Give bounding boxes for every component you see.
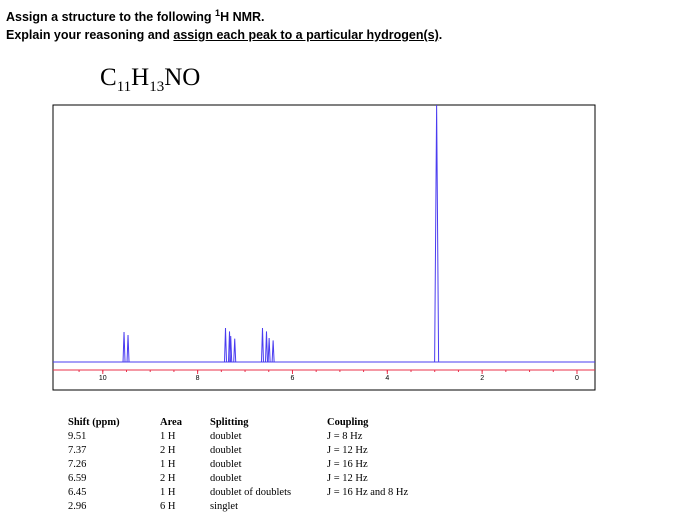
- column-header: Area: [160, 417, 182, 428]
- peak: [267, 337, 275, 363]
- table-cell: 2.96: [68, 501, 87, 512]
- table-cell: 7.37: [68, 445, 87, 456]
- table-cell: J = 16 Hz: [327, 459, 368, 470]
- table-cell: J = 16 Hz and 8 Hz: [327, 487, 409, 498]
- table-cell: doublet of doublets: [210, 487, 292, 498]
- tick-label: 0: [575, 375, 579, 382]
- peak: [260, 327, 268, 363]
- table-cell: 1 H: [160, 459, 176, 470]
- text: .: [438, 28, 443, 42]
- element: H: [131, 64, 150, 91]
- text: Explain your reasoning and: [6, 28, 174, 42]
- table-cell: 1 H: [160, 431, 176, 442]
- subscript: 11: [116, 79, 132, 95]
- table-cell: 2 H: [160, 473, 176, 484]
- table-cell: doublet: [210, 459, 242, 470]
- table-cell: 9.51: [68, 431, 87, 442]
- tick-label: 10: [99, 375, 107, 382]
- column-header: Shift (ppm): [68, 417, 120, 428]
- peak: [229, 335, 237, 363]
- table-cell: doublet: [210, 431, 242, 442]
- table-cell: doublet: [210, 445, 242, 456]
- peak: [122, 331, 130, 363]
- element: C: [100, 64, 117, 91]
- table-cell: 2 H: [160, 445, 176, 456]
- table-cell: 6 H: [160, 501, 176, 512]
- element: NO: [164, 64, 201, 91]
- table-cell: singlet: [210, 501, 238, 512]
- text: Assign a structure to the following: [6, 10, 216, 25]
- column-header: Splitting: [210, 417, 249, 428]
- table-cell: J = 12 Hz: [327, 445, 368, 456]
- instruction-line: Assign a structure to the following 1H N…: [6, 8, 265, 24]
- table-cell: 7.26: [68, 459, 87, 470]
- table-cell: doublet: [210, 473, 242, 484]
- text: H NMR.: [220, 10, 265, 25]
- table-cell: J = 12 Hz: [327, 473, 368, 484]
- table-cell: 1 H: [160, 487, 176, 498]
- tick-label: 8: [196, 375, 200, 382]
- table-cell: J = 8 Hz: [327, 431, 363, 442]
- tick-label: 6: [291, 375, 295, 382]
- instruction-line: Explain your reasoning and assign each p…: [6, 28, 442, 42]
- peak: [434, 104, 440, 363]
- plot-frame: [52, 104, 596, 391]
- table-cell: 6.45: [68, 487, 87, 498]
- table-cell: 6.59: [68, 473, 87, 484]
- tick-label: 2: [480, 375, 484, 382]
- tick-label: 4: [385, 375, 389, 382]
- superscript: 1: [215, 8, 221, 18]
- column-header: Coupling: [327, 417, 369, 428]
- underlined-text: assign each peak to a particular hydroge…: [173, 28, 439, 42]
- subscript: 13: [149, 79, 165, 95]
- formula: C11H13NO: [100, 64, 200, 96]
